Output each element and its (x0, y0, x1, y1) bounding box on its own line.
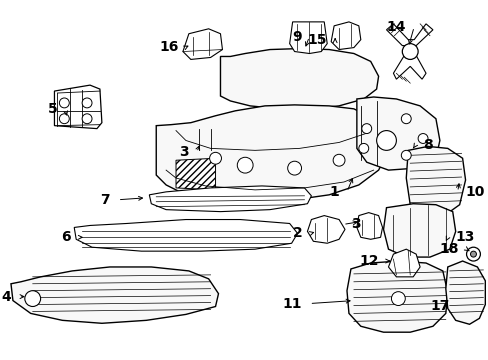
Circle shape (59, 114, 69, 124)
Text: 8: 8 (422, 138, 432, 152)
Polygon shape (445, 261, 485, 324)
Circle shape (332, 154, 345, 166)
Circle shape (287, 161, 301, 175)
Circle shape (401, 114, 410, 124)
Polygon shape (393, 55, 425, 79)
Text: 18: 18 (438, 242, 458, 256)
Text: 9: 9 (291, 30, 301, 44)
Circle shape (82, 98, 92, 108)
Polygon shape (356, 213, 382, 239)
Polygon shape (386, 24, 432, 46)
Circle shape (237, 157, 253, 173)
Circle shape (417, 134, 427, 143)
Circle shape (402, 44, 417, 59)
Text: 7: 7 (100, 193, 110, 207)
Circle shape (466, 247, 479, 261)
Circle shape (469, 251, 475, 257)
Polygon shape (11, 267, 218, 323)
Circle shape (59, 98, 69, 108)
Text: 13: 13 (455, 230, 474, 244)
Polygon shape (383, 204, 455, 257)
Polygon shape (307, 216, 345, 243)
Polygon shape (183, 29, 222, 59)
Text: 12: 12 (358, 254, 378, 268)
Polygon shape (346, 261, 447, 332)
Circle shape (401, 150, 410, 160)
Text: 14: 14 (386, 20, 406, 34)
Circle shape (358, 143, 368, 153)
Text: 2: 2 (292, 226, 302, 240)
Circle shape (82, 114, 92, 124)
Polygon shape (176, 158, 215, 190)
Circle shape (376, 131, 396, 150)
Polygon shape (149, 186, 311, 212)
Polygon shape (289, 22, 326, 54)
Polygon shape (156, 105, 386, 202)
Polygon shape (74, 220, 297, 251)
Circle shape (209, 152, 221, 164)
Text: 10: 10 (465, 185, 484, 199)
Text: 16: 16 (159, 40, 179, 54)
Text: 1: 1 (328, 185, 338, 199)
Text: 3: 3 (179, 145, 188, 159)
Polygon shape (330, 22, 360, 50)
Circle shape (391, 292, 405, 306)
Text: 4: 4 (1, 289, 11, 303)
Polygon shape (356, 97, 439, 170)
Text: 15: 15 (307, 33, 326, 47)
Text: 5: 5 (47, 102, 57, 116)
Circle shape (25, 291, 41, 306)
Text: 6: 6 (61, 230, 70, 244)
Polygon shape (406, 147, 465, 215)
Polygon shape (54, 85, 102, 129)
Circle shape (361, 124, 371, 134)
Text: 17: 17 (429, 300, 449, 314)
Polygon shape (220, 49, 378, 109)
Polygon shape (193, 129, 215, 155)
Text: 11: 11 (282, 297, 301, 311)
Polygon shape (387, 249, 419, 277)
Text: 3: 3 (350, 217, 360, 231)
